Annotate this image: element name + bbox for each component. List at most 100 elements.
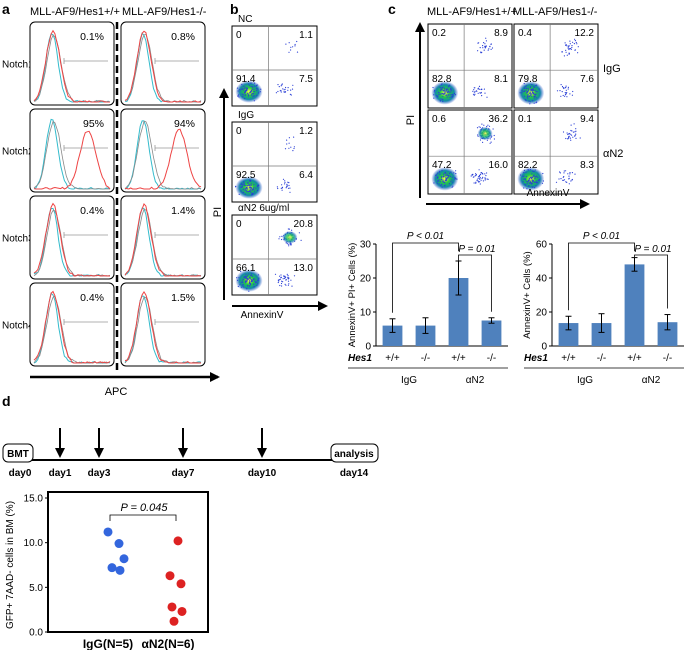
histogram-stained-curve xyxy=(33,290,111,364)
event-dot xyxy=(284,180,286,182)
event-dot xyxy=(477,177,479,179)
event-dot xyxy=(250,281,252,283)
event-dot xyxy=(574,131,576,133)
event-dot xyxy=(250,85,252,88)
event-dot xyxy=(251,193,253,195)
event-dot xyxy=(255,85,258,87)
event-dot xyxy=(250,90,253,92)
event-dot xyxy=(561,51,564,53)
event-dot xyxy=(559,172,562,174)
event-dot xyxy=(528,180,530,182)
event-dot xyxy=(525,184,527,186)
event-dot xyxy=(571,45,573,47)
event-dot xyxy=(288,228,290,230)
event-dot xyxy=(283,275,285,278)
event-dot xyxy=(253,100,255,102)
quadrant-upper-right: 36.2 xyxy=(489,114,509,125)
event-dot xyxy=(480,173,482,176)
event-dot xyxy=(257,88,259,90)
histogram-stained-curve xyxy=(124,30,202,103)
event-dot xyxy=(525,92,528,94)
bar-chart-y-tick-label: 30 xyxy=(360,240,372,251)
event-dot xyxy=(477,87,480,89)
event-dot xyxy=(442,173,445,175)
panel-c-flow-plots: 0.2 8.9 82.8 8.1 0.4 12.2 79.8 7.6 0.6 36.2 47.2 16… xyxy=(427,23,599,195)
event-dot xyxy=(570,124,572,126)
event-dot xyxy=(448,183,450,185)
event-dot xyxy=(247,191,249,193)
event-dot xyxy=(527,91,529,93)
event-dot xyxy=(259,91,261,93)
event-dot xyxy=(280,91,282,93)
event-dot xyxy=(565,85,567,87)
event-dot xyxy=(433,182,435,184)
quadrant-lower-left: 79.8 xyxy=(518,74,538,85)
event-dot xyxy=(572,90,574,93)
event-dot xyxy=(444,92,446,94)
event-dot xyxy=(474,87,476,89)
event-dot xyxy=(240,270,242,273)
histogram-isotype-curve xyxy=(33,34,111,103)
timeline-start-box xyxy=(2,443,34,463)
event-dot xyxy=(534,89,537,91)
event-dot xyxy=(481,123,483,125)
event-dot xyxy=(568,183,570,185)
event-dot xyxy=(237,95,239,97)
event-dot xyxy=(254,279,256,281)
event-dot xyxy=(434,89,436,91)
event-dot xyxy=(287,181,289,183)
event-dot xyxy=(249,188,251,190)
event-dot xyxy=(479,47,481,49)
event-dot xyxy=(480,91,482,94)
event-dot xyxy=(488,48,490,50)
event-dot xyxy=(248,187,250,189)
event-dot xyxy=(289,187,291,189)
panel-b-y-label: PI xyxy=(212,207,224,217)
event-dot xyxy=(277,84,279,86)
event-dot xyxy=(570,180,572,182)
event-dot xyxy=(478,126,480,128)
event-dot xyxy=(526,183,528,185)
histogram-control-curve xyxy=(124,120,202,190)
histogram-percent: 94% xyxy=(174,118,195,130)
panel-d-scatter: 0.0 5.0 10.0 15.0 GFP+ 7AAD- cells in BM (%)… xyxy=(5,491,209,650)
event-dot xyxy=(533,89,535,91)
event-dot xyxy=(570,139,572,141)
event-dot xyxy=(527,95,529,97)
event-dot xyxy=(524,183,526,185)
event-dot xyxy=(451,186,453,188)
event-dot xyxy=(531,89,533,91)
event-dot xyxy=(563,172,565,174)
scatter-group-label: αN2(N=6) xyxy=(141,637,194,650)
event-dot xyxy=(441,83,443,85)
significance-label: P < 0.01 xyxy=(583,231,620,242)
event-dot xyxy=(450,171,452,173)
event-dot xyxy=(531,95,533,97)
event-dot xyxy=(524,178,526,180)
event-dot xyxy=(561,85,564,88)
event-dot xyxy=(247,83,250,85)
event-dot xyxy=(247,285,249,287)
event-dot xyxy=(447,94,449,96)
event-dot xyxy=(253,186,255,188)
event-dot xyxy=(532,176,534,178)
event-dot xyxy=(530,176,532,178)
event-dot xyxy=(441,87,443,89)
event-dot xyxy=(242,284,244,286)
event-dot xyxy=(438,94,440,96)
event-dot xyxy=(448,91,450,93)
event-dot xyxy=(488,125,491,127)
event-dot xyxy=(245,188,247,190)
event-dot xyxy=(534,181,536,184)
bar-chart-y-tick-label: 40 xyxy=(536,274,548,285)
event-dot xyxy=(523,187,525,189)
event-dot xyxy=(292,46,294,48)
data-point xyxy=(167,602,177,612)
event-dot xyxy=(525,90,527,92)
event-dot xyxy=(255,187,257,189)
histogram-stained-curve xyxy=(33,29,110,103)
scatter-y-label: GFP+ 7AAD- cells in BM (%) xyxy=(5,501,16,629)
event-dot xyxy=(453,172,455,174)
event-dot xyxy=(453,92,456,95)
event-dot xyxy=(440,176,443,178)
